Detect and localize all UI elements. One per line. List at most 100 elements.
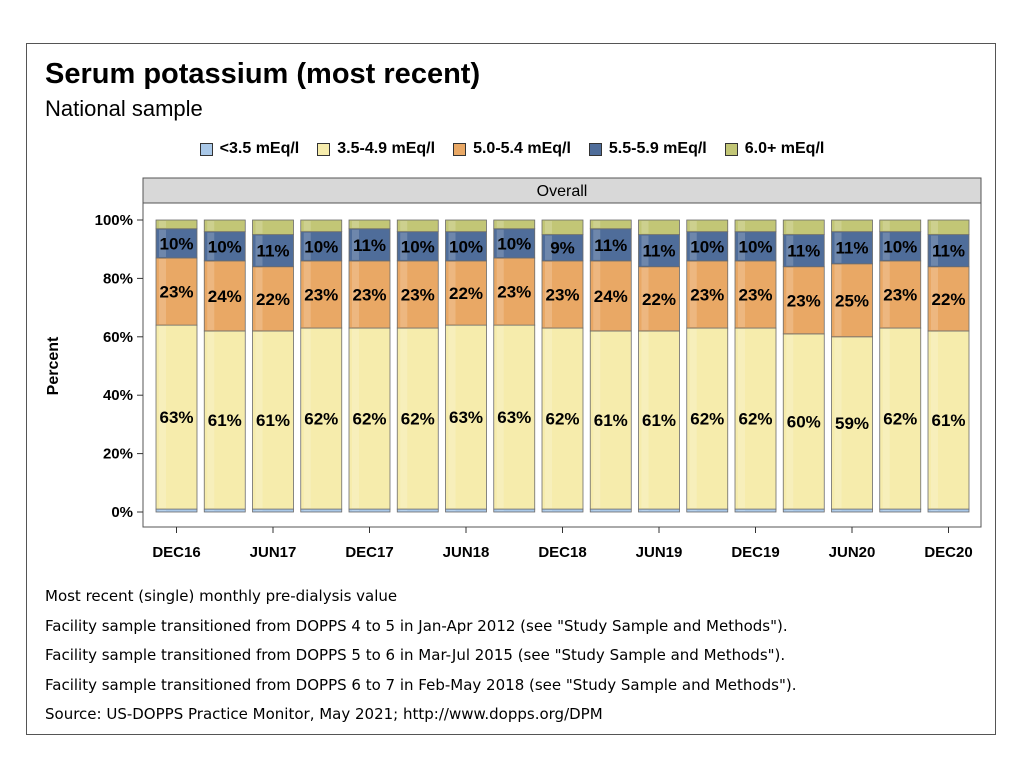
bar-segment — [155, 257, 198, 326]
chart-subtitle: National sample — [45, 96, 203, 121]
bar-highlight — [738, 261, 745, 328]
chart-notes: Most recent (single) monthly pre-dialysi… — [45, 584, 796, 732]
bar-segment — [782, 333, 825, 510]
bar-segment — [541, 219, 584, 236]
bar-segment — [734, 260, 777, 329]
bar-highlight — [303, 221, 311, 231]
bar-highlight — [593, 331, 601, 509]
bar-highlight — [834, 264, 842, 336]
data-label: 63% — [449, 408, 483, 427]
bar-highlight — [496, 229, 504, 257]
bar-highlight — [545, 510, 552, 511]
bar-segment — [493, 228, 536, 259]
y-tick-label: 80% — [103, 270, 133, 287]
data-label: 23% — [883, 285, 917, 304]
bar-segment — [879, 231, 922, 262]
bar-highlight — [255, 235, 263, 266]
bar-highlight — [786, 221, 794, 234]
data-label: 23% — [690, 285, 724, 304]
bar-segment — [589, 228, 632, 262]
bar-highlight — [207, 232, 215, 260]
bar-highlight — [931, 235, 938, 266]
data-label: 11% — [932, 242, 965, 261]
data-label: 11% — [256, 242, 289, 261]
bar-segment — [734, 231, 777, 262]
bar-segment — [445, 219, 487, 233]
bar-segment — [686, 219, 729, 233]
bar-highlight — [159, 258, 166, 325]
bar-segment — [348, 228, 391, 262]
note-line: Source: US-DOPPS Practice Monitor, May 2… — [45, 705, 603, 723]
data-label: 22% — [642, 290, 676, 309]
data-label: 59% — [835, 414, 869, 433]
data-label: 23% — [545, 285, 579, 304]
bar-highlight — [593, 261, 601, 330]
bar-segment — [445, 260, 487, 326]
data-label: 62% — [352, 410, 386, 429]
bar-highlight — [352, 229, 359, 260]
bar-segment — [638, 219, 680, 236]
data-label: 62% — [738, 410, 772, 429]
bar-highlight — [303, 329, 311, 509]
bar-segment — [589, 219, 632, 230]
x-tick-label: JUN19 — [636, 544, 683, 561]
bar-segment — [782, 219, 825, 236]
bar-segment — [300, 260, 343, 329]
bar-segment — [638, 234, 680, 268]
bar-segment — [686, 231, 729, 262]
data-label: 62% — [304, 410, 338, 429]
bar-highlight — [448, 221, 456, 231]
bar-highlight — [641, 221, 649, 234]
bar-highlight — [689, 510, 697, 511]
legend-item: <3.5 mEq/l — [199, 140, 299, 158]
bar-highlight — [400, 261, 408, 328]
data-label: 62% — [545, 410, 579, 429]
chart-title: Serum potassium (most recent) — [45, 58, 481, 90]
bar-segment — [300, 219, 343, 233]
bar-segment — [927, 219, 970, 236]
bar-segment — [445, 231, 487, 262]
data-label: 10% — [159, 234, 193, 253]
bar-highlight — [400, 232, 408, 260]
bar-highlight — [255, 221, 263, 234]
bar-highlight — [882, 232, 890, 260]
bar-segment — [300, 231, 343, 262]
data-label: 61% — [594, 411, 628, 430]
y-tick-label: 60% — [103, 329, 133, 346]
data-label: 22% — [931, 290, 965, 309]
legend-label: 6.0+ mEq/l — [744, 140, 825, 157]
note-line: Most recent (single) monthly pre-dialysi… — [45, 587, 398, 605]
note-line: Facility sample transitioned from DOPPS … — [45, 646, 786, 664]
data-label: 10% — [738, 237, 772, 256]
data-label: 10% — [883, 237, 917, 256]
data-label: 22% — [256, 290, 290, 309]
bar-segment — [493, 324, 536, 510]
bar-highlight — [834, 337, 842, 509]
bar-highlight — [159, 510, 166, 511]
bar-highlight — [786, 334, 794, 509]
chart-legend: <3.5 mEq/l 3.5-4.9 mEq/l 5.0-5.4 mEq/l 5.5-… — [0, 140, 1024, 158]
data-label: 61% — [642, 411, 676, 430]
bar-segment — [541, 234, 584, 262]
bar-highlight — [207, 221, 215, 231]
bar-highlight — [159, 326, 166, 509]
legend-item: 5.5-5.9 mEq/l — [588, 140, 707, 158]
bar-segment — [203, 260, 246, 332]
data-label: 11% — [642, 242, 675, 261]
bar-highlight — [593, 221, 601, 228]
data-label: 23% — [352, 285, 386, 304]
bar-highlight — [689, 329, 697, 509]
x-tick-label: JUN18 — [443, 544, 490, 561]
data-label: 23% — [401, 285, 435, 304]
bar-segment — [782, 266, 825, 335]
bar-highlight — [593, 510, 601, 511]
bar-segment — [396, 231, 439, 262]
bar-highlight — [352, 510, 359, 511]
data-label: 61% — [256, 411, 290, 430]
data-label: 11% — [835, 239, 868, 258]
bar-segment — [155, 219, 198, 230]
bar-segment — [686, 327, 729, 510]
legend-swatch — [453, 142, 467, 156]
bar-segment — [396, 219, 439, 233]
bar-segment — [252, 219, 294, 236]
